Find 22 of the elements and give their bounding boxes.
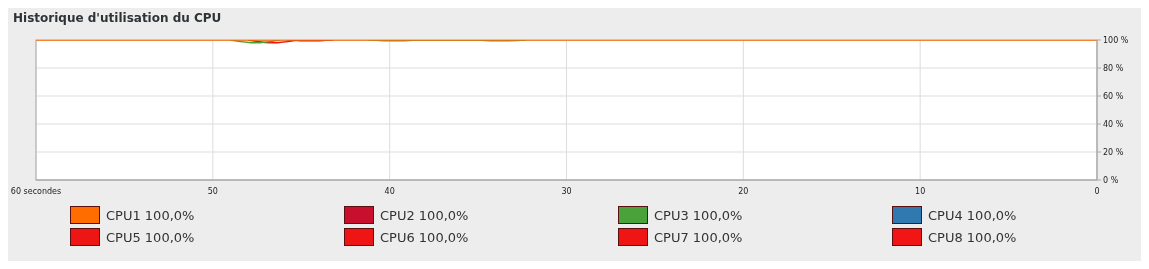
legend-label: CPU1 100,0% bbox=[106, 207, 195, 223]
y-tick-label: 40 % bbox=[1103, 119, 1124, 129]
legend-label: CPU3 100,0% bbox=[654, 207, 743, 223]
chart-title: Historique d'utilisation du CPU bbox=[12, 10, 223, 27]
x-tick-label: 30 bbox=[561, 186, 572, 196]
legend-label: CPU7 100,0% bbox=[654, 229, 743, 245]
y-tick-label: 0 % bbox=[1103, 175, 1119, 185]
x-tick-label: 60 secondes bbox=[10, 186, 62, 196]
legend-label: CPU8 100,0% bbox=[928, 229, 1017, 245]
legend-label: CPU2 100,0% bbox=[380, 207, 469, 223]
y-tick-label: 80 % bbox=[1103, 63, 1124, 73]
legend-label: CPU5 100,0% bbox=[106, 229, 195, 245]
legend-label: CPU6 100,0% bbox=[380, 229, 469, 245]
x-tick-label: 50 bbox=[207, 186, 218, 196]
legend-label: CPU4 100,0% bbox=[928, 207, 1017, 223]
x-tick-label: 0 bbox=[1094, 186, 1100, 196]
y-tick-label: 60 % bbox=[1103, 91, 1124, 101]
x-tick-label: 10 bbox=[915, 186, 926, 196]
y-tick-label: 20 % bbox=[1103, 147, 1124, 157]
x-tick-label: 20 bbox=[738, 186, 749, 196]
x-tick-label: 40 bbox=[384, 186, 395, 196]
y-tick-label: 100 % bbox=[1103, 35, 1129, 45]
